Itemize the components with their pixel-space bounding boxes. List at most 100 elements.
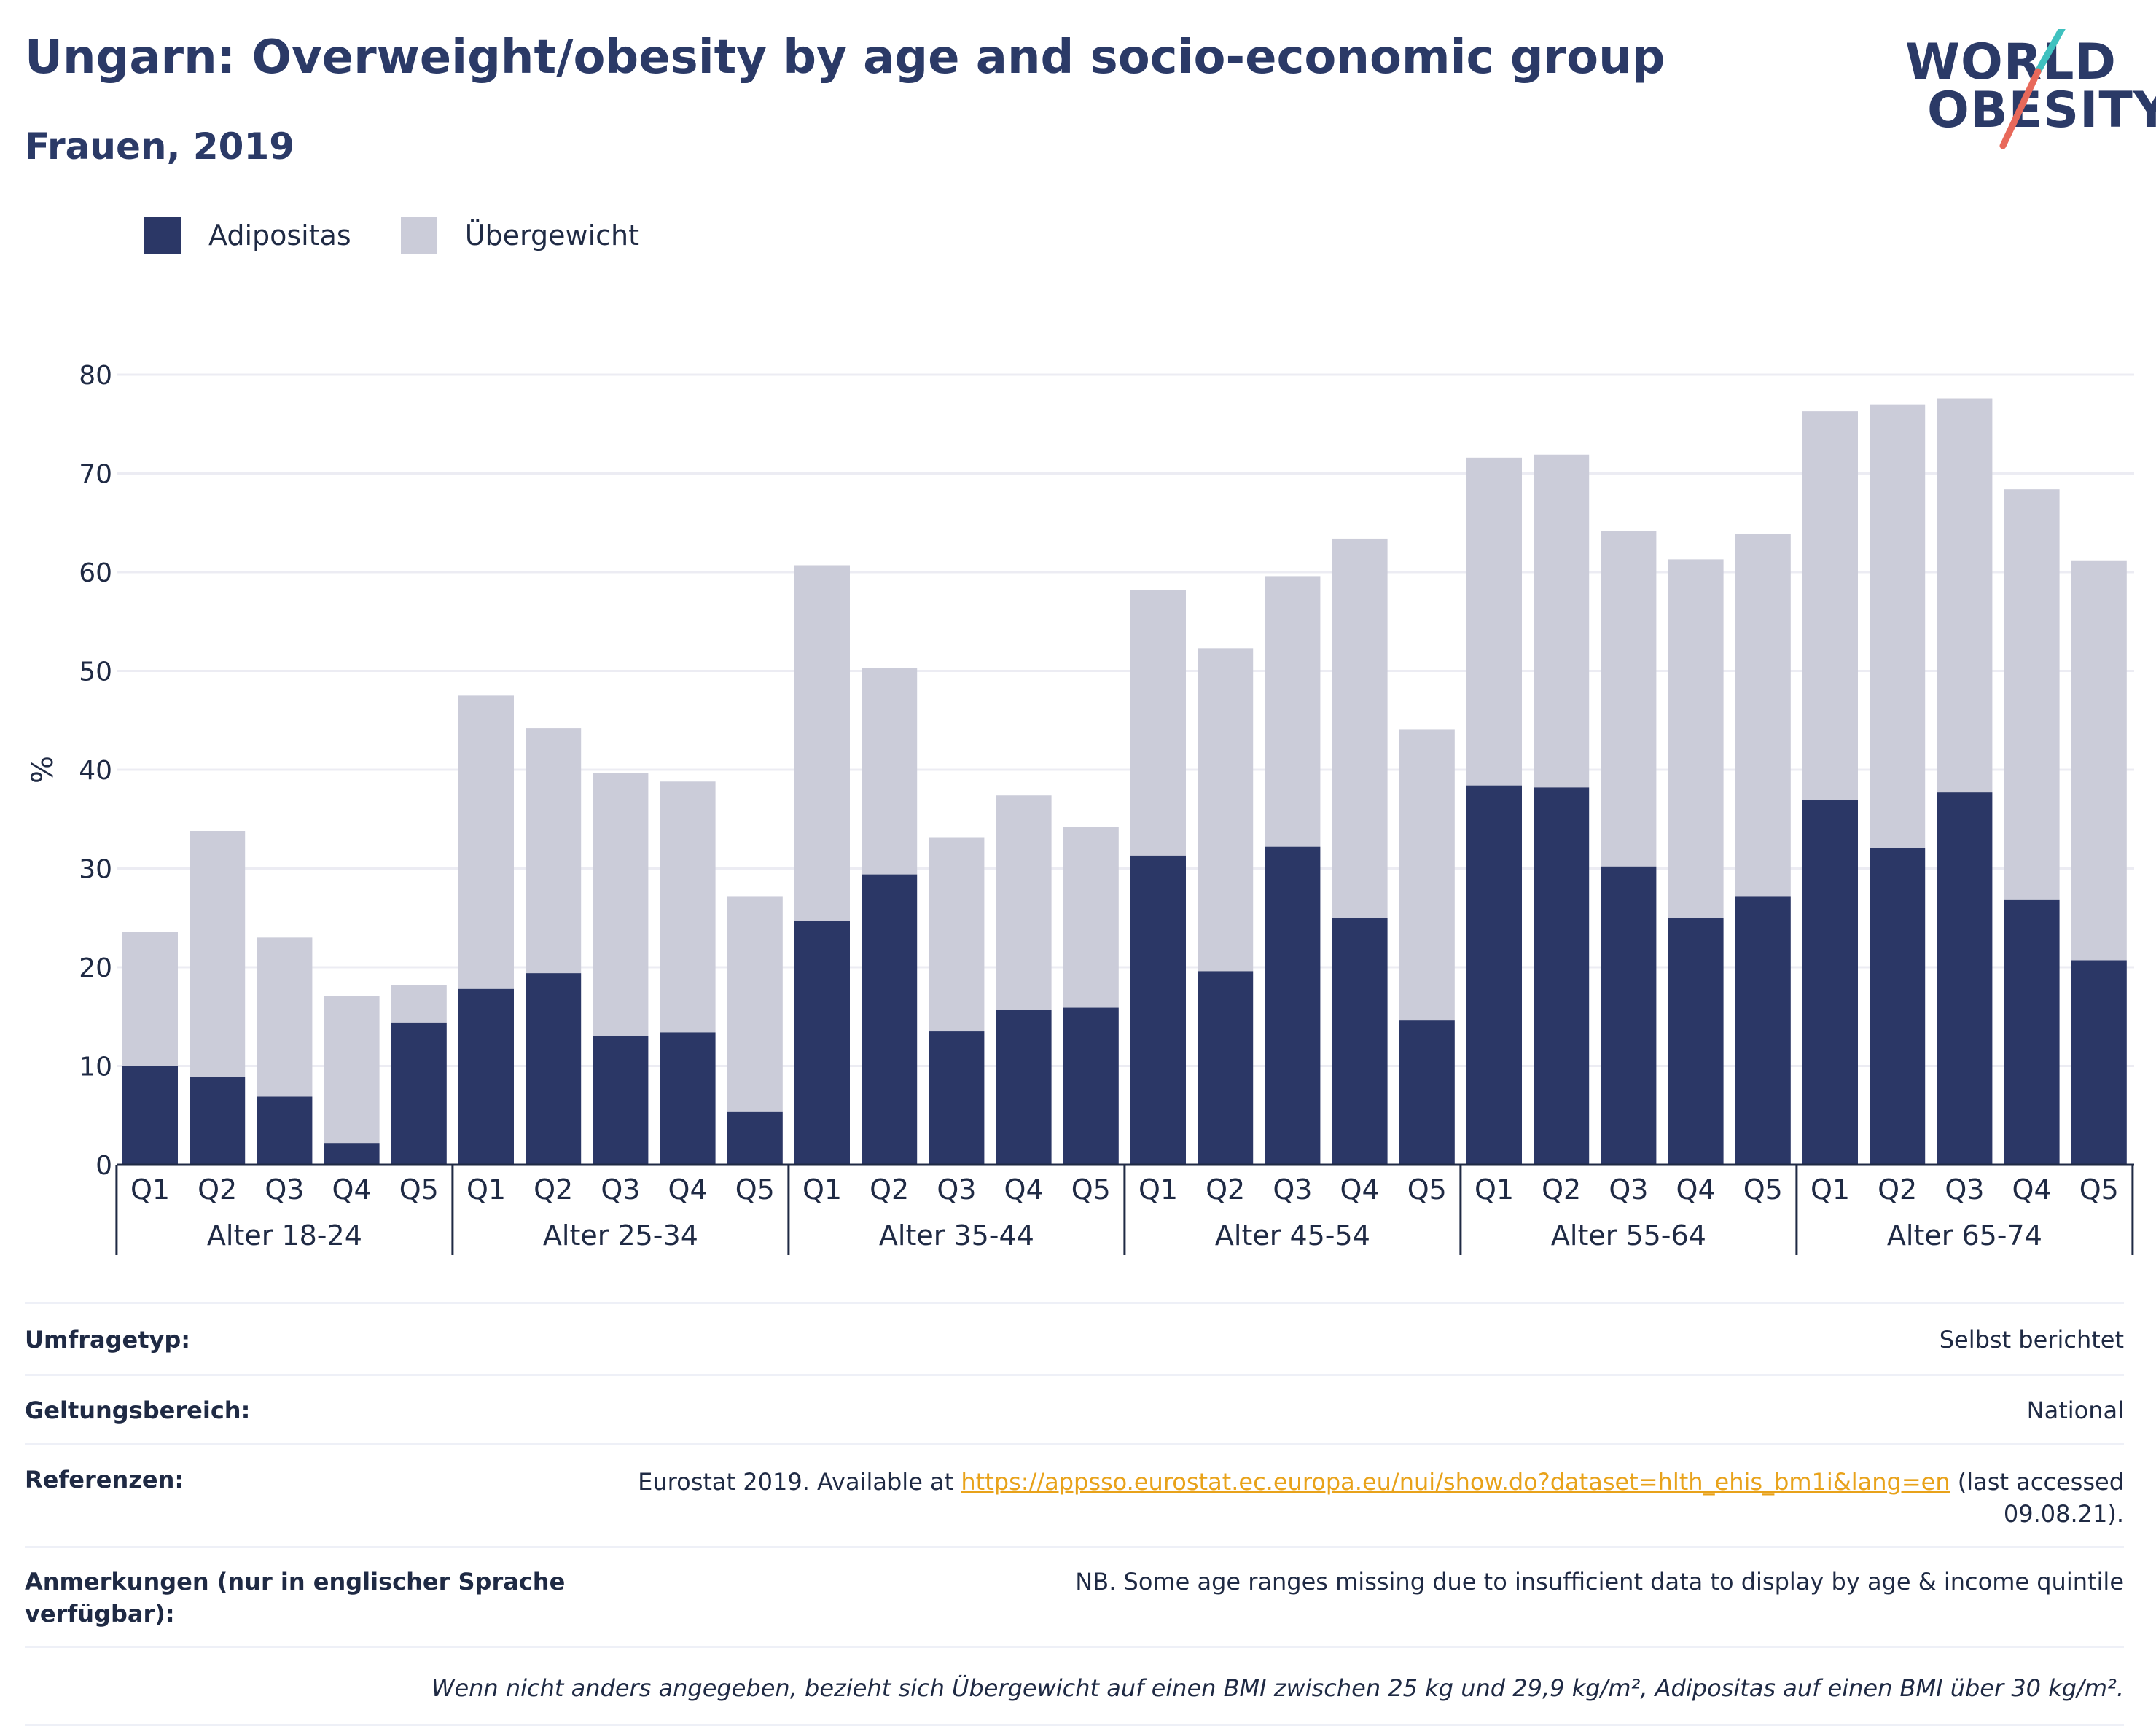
x-tick-label: Q3: [1945, 1174, 1984, 1206]
bar-obesity: [794, 921, 850, 1165]
x-tick-label: Q4: [1676, 1174, 1716, 1206]
x-tick-label: Q2: [198, 1174, 237, 1206]
bar-obesity: [1332, 918, 1388, 1165]
bar-overweight: [1466, 457, 1522, 786]
legend-item-overweight: Übergewicht: [400, 217, 639, 254]
group-label: Alter 55-64: [1551, 1219, 1706, 1251]
scope-label: Geltungsbereich:: [25, 1397, 251, 1424]
notes-value: NB. Some age ranges missing due to insuf…: [1075, 1568, 2124, 1596]
bar-obesity: [1601, 866, 1657, 1165]
y-tick-label: 20: [79, 953, 112, 983]
logo-text-obesity: OBESITY: [1927, 82, 2156, 139]
bar-obesity: [727, 1111, 783, 1165]
group-label: Alter 25-34: [543, 1219, 698, 1251]
legend-swatch-obesity: [144, 217, 181, 254]
bar-obesity: [1399, 1020, 1455, 1165]
bar-obesity: [1265, 846, 1321, 1165]
bar-obesity: [2071, 960, 2127, 1165]
x-tick-label: Q3: [265, 1174, 304, 1206]
x-tick-label: Q3: [937, 1174, 976, 1206]
references-value: Eurostat 2019. Available at https://apps…: [579, 1466, 2124, 1530]
bar-overweight: [391, 985, 447, 1023]
info-row-survey-type: Umfragetyp: Selbst berichtet: [25, 1302, 2124, 1374]
bar-obesity: [1802, 800, 1858, 1165]
references-label: Referenzen:: [25, 1466, 184, 1493]
x-tick-label: Q1: [1475, 1174, 1514, 1206]
group-label: Alter 65-74: [1887, 1219, 2042, 1251]
legend-item-obesity: Adipositas: [144, 217, 351, 254]
info-row-scope: Geltungsbereich: National: [25, 1374, 2124, 1443]
info-row-notes: Anmerkungen (nur in englischer Sprache v…: [25, 1546, 2124, 1646]
bar-overweight: [257, 937, 313, 1097]
x-tick-label: Q1: [1138, 1174, 1178, 1206]
chart-subtitle: Frauen, 2019: [25, 125, 295, 168]
x-tick-label: Q5: [735, 1174, 775, 1206]
x-tick-label: Q2: [1206, 1174, 1245, 1206]
notes-label: Anmerkungen (nur in englischer Sprache v…: [25, 1568, 566, 1628]
x-tick-label: Q5: [1407, 1174, 1447, 1206]
bar-overweight: [996, 795, 1052, 1010]
x-tick-label: Q1: [130, 1174, 170, 1206]
x-tick-label: Q1: [802, 1174, 842, 1206]
y-tick-label: 10: [79, 1053, 112, 1082]
bar-obesity: [1466, 785, 1522, 1165]
bar-overweight: [862, 668, 918, 875]
y-tick-label: 30: [79, 855, 112, 885]
survey-type-value: Selbst berichtet: [1939, 1326, 2124, 1354]
bar-overweight: [727, 896, 783, 1112]
bar-obesity: [1735, 896, 1791, 1165]
logo-text-world: WORLD: [1905, 34, 2117, 91]
chart-title: Ungarn: Overweight/obesity by age and so…: [25, 31, 1665, 85]
x-tick-label: Q3: [1609, 1174, 1648, 1206]
bar-obesity: [1063, 1007, 1119, 1165]
y-tick-label: 40: [79, 756, 112, 786]
bar-overweight: [1601, 531, 1657, 867]
bar-obesity: [996, 1010, 1052, 1165]
x-tick-label: Q2: [870, 1174, 909, 1206]
bar-obesity: [1534, 787, 1590, 1165]
x-tick-label: Q3: [1273, 1174, 1312, 1206]
bar-overweight: [2071, 560, 2127, 961]
y-tick-label: 0: [95, 1151, 112, 1181]
bar-obesity: [526, 973, 582, 1165]
group-label: Alter 45-54: [1215, 1219, 1370, 1251]
x-tick-label: Q4: [1340, 1174, 1380, 1206]
x-tick-label: Q2: [1542, 1174, 1581, 1206]
bar-overweight: [526, 728, 582, 974]
bar-obesity: [1870, 848, 1926, 1165]
chart-legend: Adipositas Übergewicht: [144, 217, 689, 254]
bar-obesity: [593, 1036, 649, 1165]
bar-overweight: [1265, 576, 1321, 847]
reference-link[interactable]: https://appsso.eurostat.ec.europa.eu/nui…: [961, 1468, 1950, 1496]
x-tick-label: Q2: [1878, 1174, 1917, 1206]
bar-overweight: [122, 932, 178, 1066]
bar-obesity: [2004, 899, 2060, 1165]
reference-suffix: (last accessed 09.08.21).: [1950, 1468, 2124, 1528]
info-row-references: Referenzen: Eurostat 2019. Available at …: [25, 1443, 2124, 1546]
bmi-footnote: Wenn nicht anders angegeben, bezieht sic…: [25, 1646, 2124, 1726]
x-tick-label: Q4: [668, 1174, 708, 1206]
bar-overweight: [324, 996, 380, 1144]
bar-overweight: [2004, 489, 2060, 900]
bar-overweight: [1130, 590, 1186, 856]
bar-overweight: [593, 773, 649, 1036]
bar-obesity: [324, 1143, 380, 1165]
bar-overweight: [1063, 827, 1119, 1008]
bar-overweight: [1198, 648, 1254, 972]
bar-overweight: [190, 831, 246, 1077]
y-tick-label: 60: [79, 558, 112, 588]
bar-obesity: [190, 1077, 246, 1165]
y-tick-label: 80: [79, 361, 112, 391]
x-tick-label: Q5: [399, 1174, 439, 1206]
x-tick-label: Q5: [1071, 1174, 1111, 1206]
bar-obesity: [257, 1096, 313, 1165]
scope-value: National: [2026, 1397, 2124, 1424]
bar-overweight: [660, 781, 716, 1033]
world-obesity-logo: WORLD OBESITY: [1895, 29, 2156, 153]
bar-obesity: [458, 988, 514, 1165]
y-tick-label: 70: [79, 460, 112, 490]
x-tick-label: Q4: [2012, 1174, 2052, 1206]
bar-overweight: [929, 837, 985, 1032]
bar-overweight: [794, 565, 850, 921]
bar-obesity: [391, 1022, 447, 1165]
